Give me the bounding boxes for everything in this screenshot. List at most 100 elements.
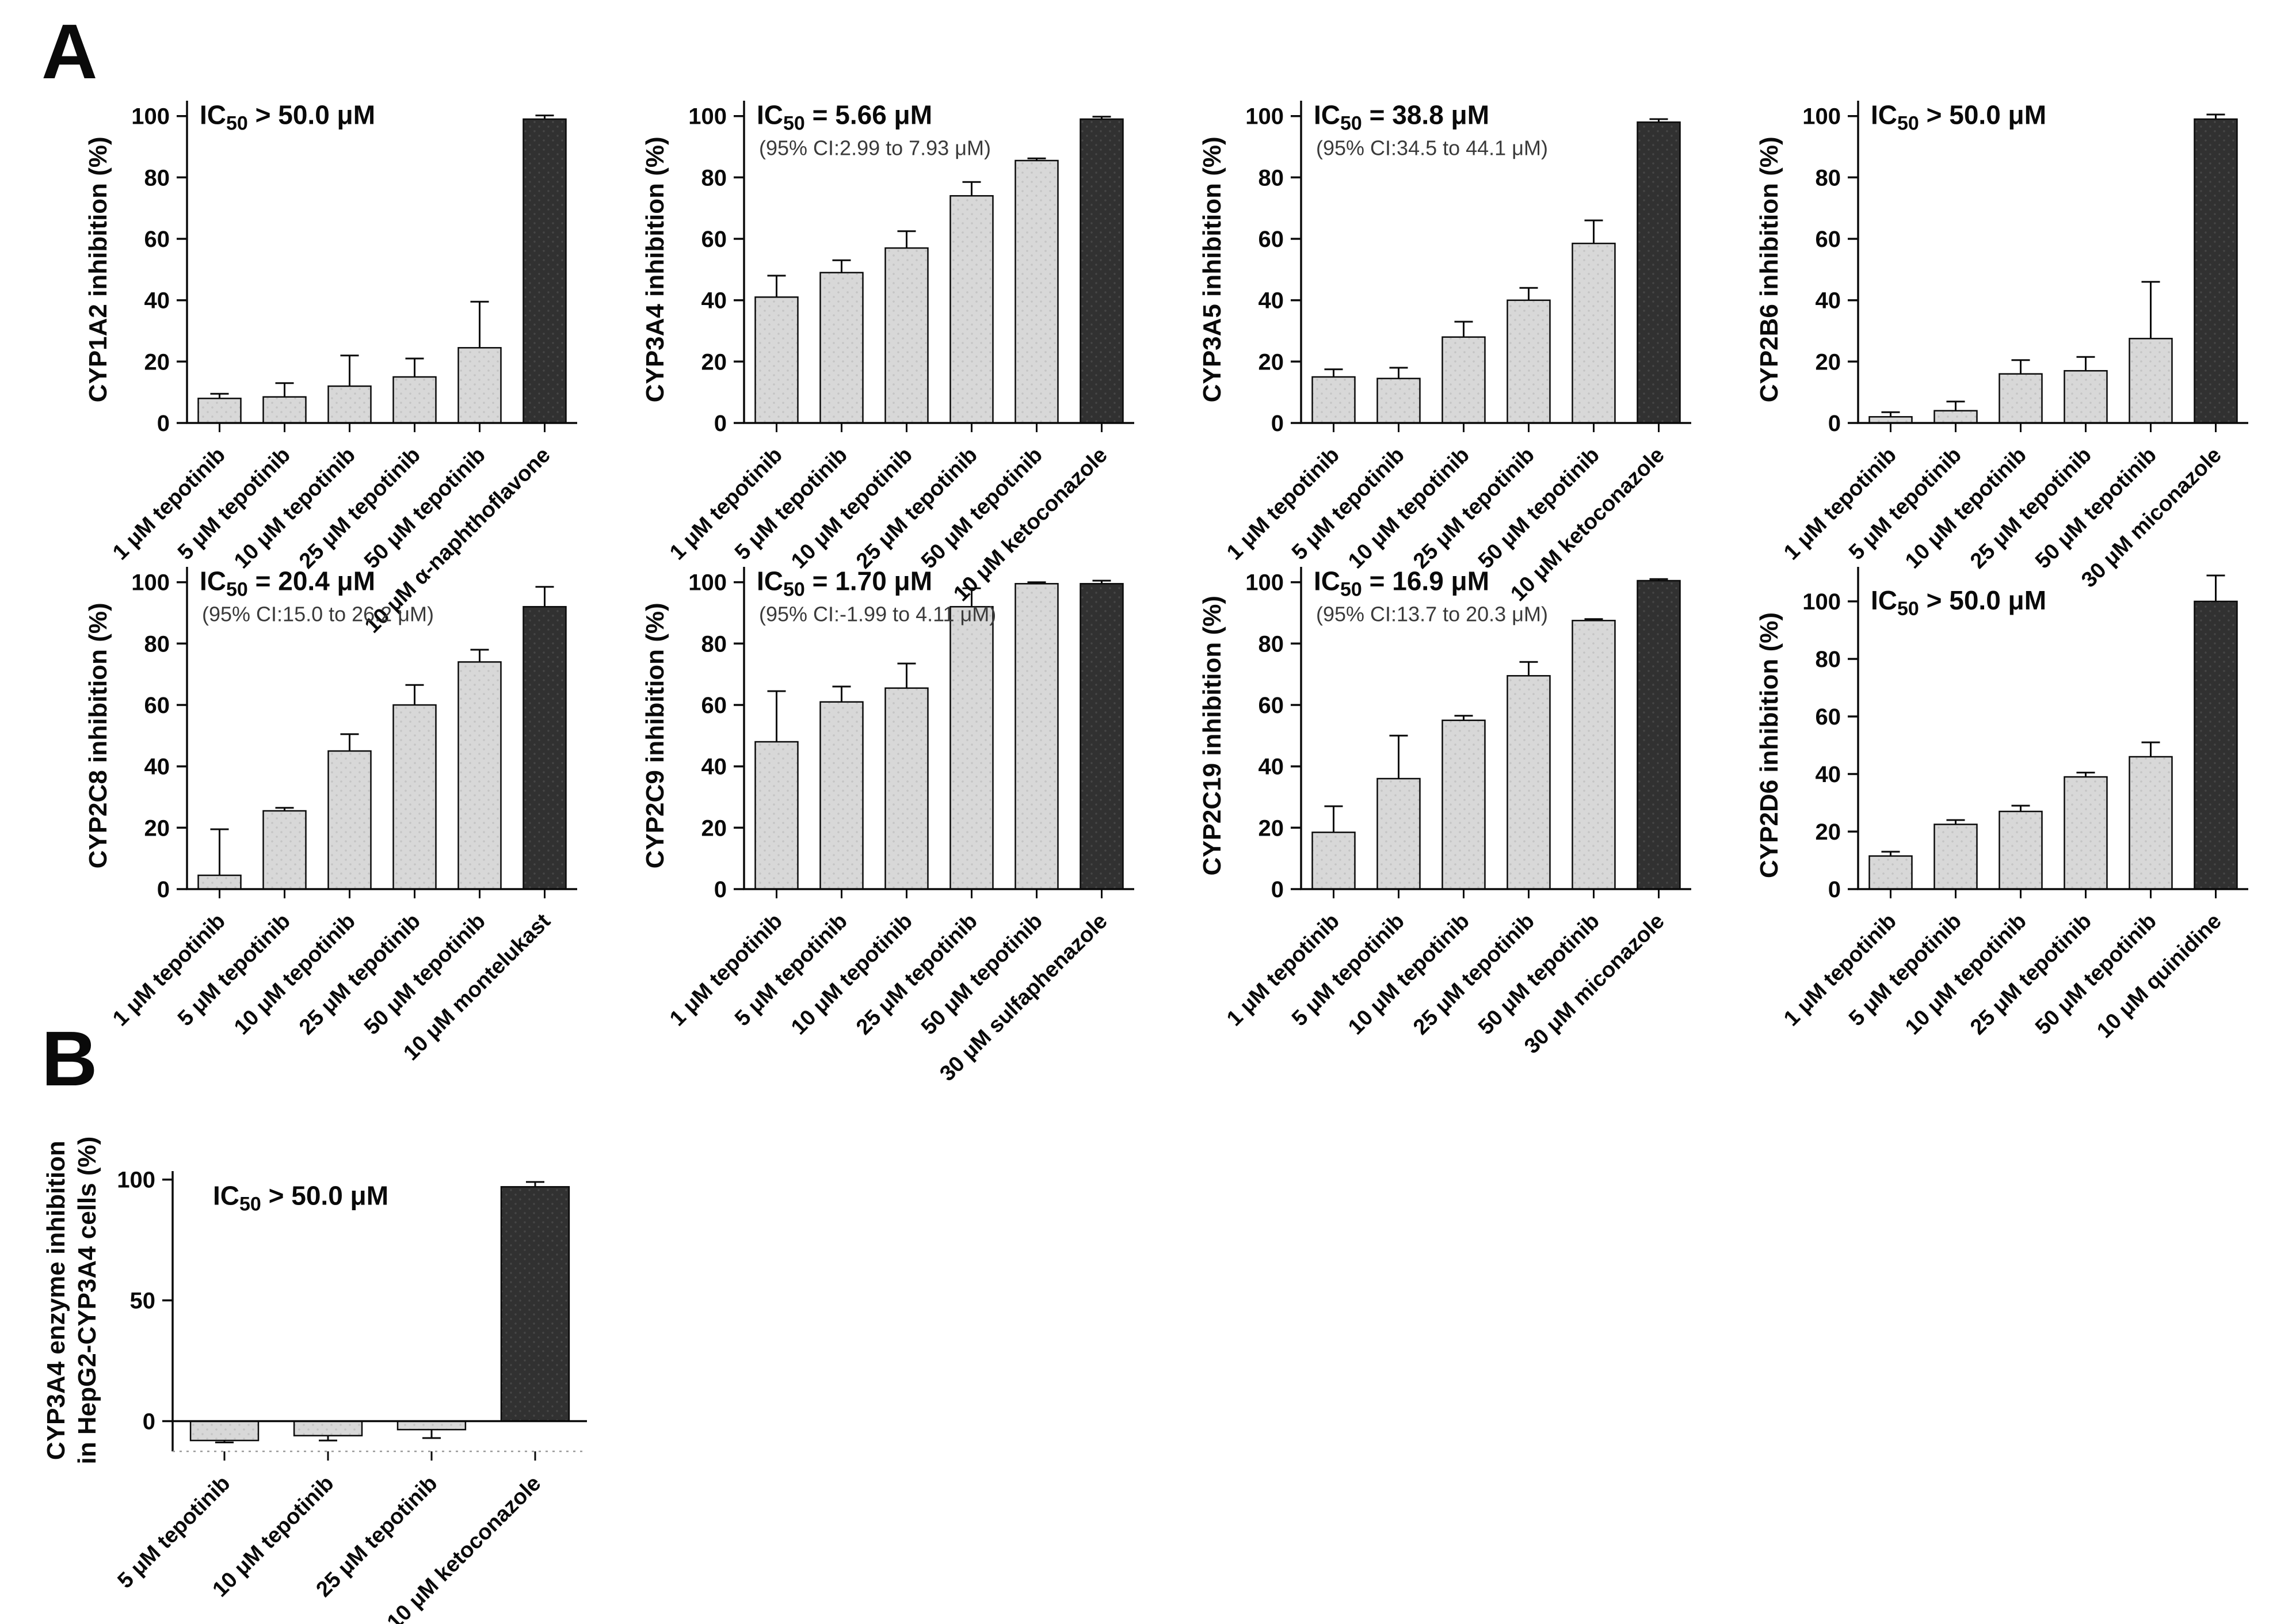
y-tick-label: 80 (144, 165, 170, 190)
ic50-label: IC50 > 50.0 μM (213, 1181, 388, 1215)
category-label: 50 μM tepotinib (1474, 909, 1604, 1040)
y-tick-label: 80 (701, 631, 727, 657)
bar (2064, 370, 2108, 424)
bar (1933, 824, 1978, 890)
bar (500, 1186, 570, 1422)
y-axis-title: CYP3A5 inhibition (%) (1198, 136, 1226, 402)
category-label: 1 μM tepotinib (108, 909, 230, 1031)
y-tick-label: 100 (688, 570, 727, 596)
y-tick-label: 40 (1816, 762, 1841, 787)
y-tick-label: 0 (157, 411, 170, 436)
y-tick-label: 20 (701, 815, 727, 841)
category-label: 10 μM tepotinib (230, 909, 360, 1040)
category-label: 25 μM tepotinib (1409, 909, 1539, 1040)
chart-cyp2c9: 0 20 40 60 80 100 1 μM tepotinib 5 μM tepotinib… (606, 535, 1153, 1086)
y-tick-label: 100 (1245, 104, 1284, 129)
y-tick-label: 20 (1258, 349, 1284, 375)
y-tick-label: 20 (1258, 815, 1284, 841)
y-tick-label: 100 (1245, 570, 1284, 596)
bar (189, 1420, 260, 1442)
y-axis-title: CYP2D6 inhibition (%) (1755, 612, 1783, 878)
y-tick-label: 60 (144, 227, 170, 252)
panel-b-label: B (41, 1015, 98, 1102)
y-axis-title: CYP2C9 inhibition (%) (641, 603, 669, 868)
ic50-label: IC50 = 38.8 μM (1314, 100, 1489, 135)
bar (392, 376, 437, 424)
y-tick-label: 40 (701, 288, 727, 314)
category-label: 25 μM tepotinib (1966, 909, 2096, 1040)
panel-a-label: A (41, 8, 98, 95)
bar (1507, 299, 1551, 424)
category-label: 5 μM tepotinib (1844, 909, 1966, 1031)
y-tick-label: 0 (157, 877, 170, 902)
bar (754, 741, 799, 890)
chart-cyp1a2: 0 20 40 60 80 100 1 μM tepotinib 5 μM tepotinib… (49, 69, 596, 638)
bar (1999, 373, 2043, 424)
y-tick-label: 0 (1828, 877, 1841, 902)
bar (2129, 338, 2173, 424)
category-label: 5 μM tepotinib (113, 1471, 235, 1593)
bar (1376, 378, 1421, 424)
bar (1572, 620, 1616, 890)
bar (396, 1420, 467, 1431)
bar (1507, 675, 1551, 890)
category-label: 50 μM tepotinib (360, 909, 490, 1040)
bar (457, 661, 502, 890)
y-tick-label: 100 (131, 104, 170, 129)
y-axis-title: in HepG2-CYP3A4 cells (%) (73, 1137, 101, 1465)
y-tick-label: 100 (117, 1168, 155, 1193)
y-tick-label: 100 (1802, 104, 1841, 129)
ci-label: (95% CI:-1.99 to 4.11 μM) (759, 603, 996, 626)
y-tick-label: 40 (144, 754, 170, 780)
ic50-label: IC50 > 50.0 μM (1871, 100, 2046, 135)
y-tick-label: 0 (1271, 411, 1284, 436)
y-axis-title: CYP2C19 inhibition (%) (1198, 596, 1226, 875)
bar (1933, 410, 1978, 424)
ci-label: (95% CI:34.5 to 44.1 μM) (1316, 136, 1548, 160)
category-label: 50 μM tepotinib (2031, 909, 2161, 1040)
ic50-label: IC50 = 16.9 μM (1314, 566, 1489, 601)
ci-label: (95% CI:2.99 to 7.93 μM) (759, 136, 991, 160)
y-tick-label: 20 (144, 815, 170, 841)
bar (754, 296, 799, 424)
y-tick-label: 40 (144, 288, 170, 314)
bar (1080, 118, 1124, 424)
chart-cyp3a4: 0 20 40 60 80 100 1 μM tepotinib 5 μM tepotinib… (606, 69, 1153, 606)
bar (1311, 832, 1356, 890)
y-tick-label: 80 (1816, 165, 1841, 190)
bar (392, 704, 437, 890)
y-tick-label: 0 (1271, 877, 1284, 902)
y-tick-label: 20 (144, 349, 170, 375)
y-tick-label: 80 (1258, 631, 1284, 657)
bar (2129, 756, 2173, 890)
bar (327, 385, 372, 424)
category-label: 1 μM tepotinib (665, 909, 787, 1031)
y-tick-label: 60 (1258, 227, 1284, 252)
bar (884, 247, 929, 424)
bar (1311, 376, 1356, 424)
y-tick-label: 80 (1816, 647, 1841, 672)
y-tick-label: 80 (701, 165, 727, 190)
y-tick-label: 40 (1258, 288, 1284, 314)
bar (1080, 583, 1124, 890)
y-tick-label: 50 (130, 1288, 156, 1314)
bar (457, 347, 502, 424)
bar (949, 606, 994, 890)
bar (1015, 583, 1059, 890)
y-tick-label: 100 (1802, 589, 1841, 615)
y-tick-label: 40 (701, 754, 727, 780)
chart-cyp3a4-hepg2: 0 50 100 5 μM tepotinib 10 μM tepotinib 25 μM… (35, 1082, 783, 1624)
bar (1999, 810, 2043, 890)
bar (197, 398, 242, 424)
chart-cyp2c8: 0 20 40 60 80 100 1 μM tepotinib 5 μM tepotinib… (49, 535, 596, 1065)
y-tick-label: 60 (701, 693, 727, 718)
bar (819, 272, 864, 424)
bar (2194, 118, 2238, 424)
